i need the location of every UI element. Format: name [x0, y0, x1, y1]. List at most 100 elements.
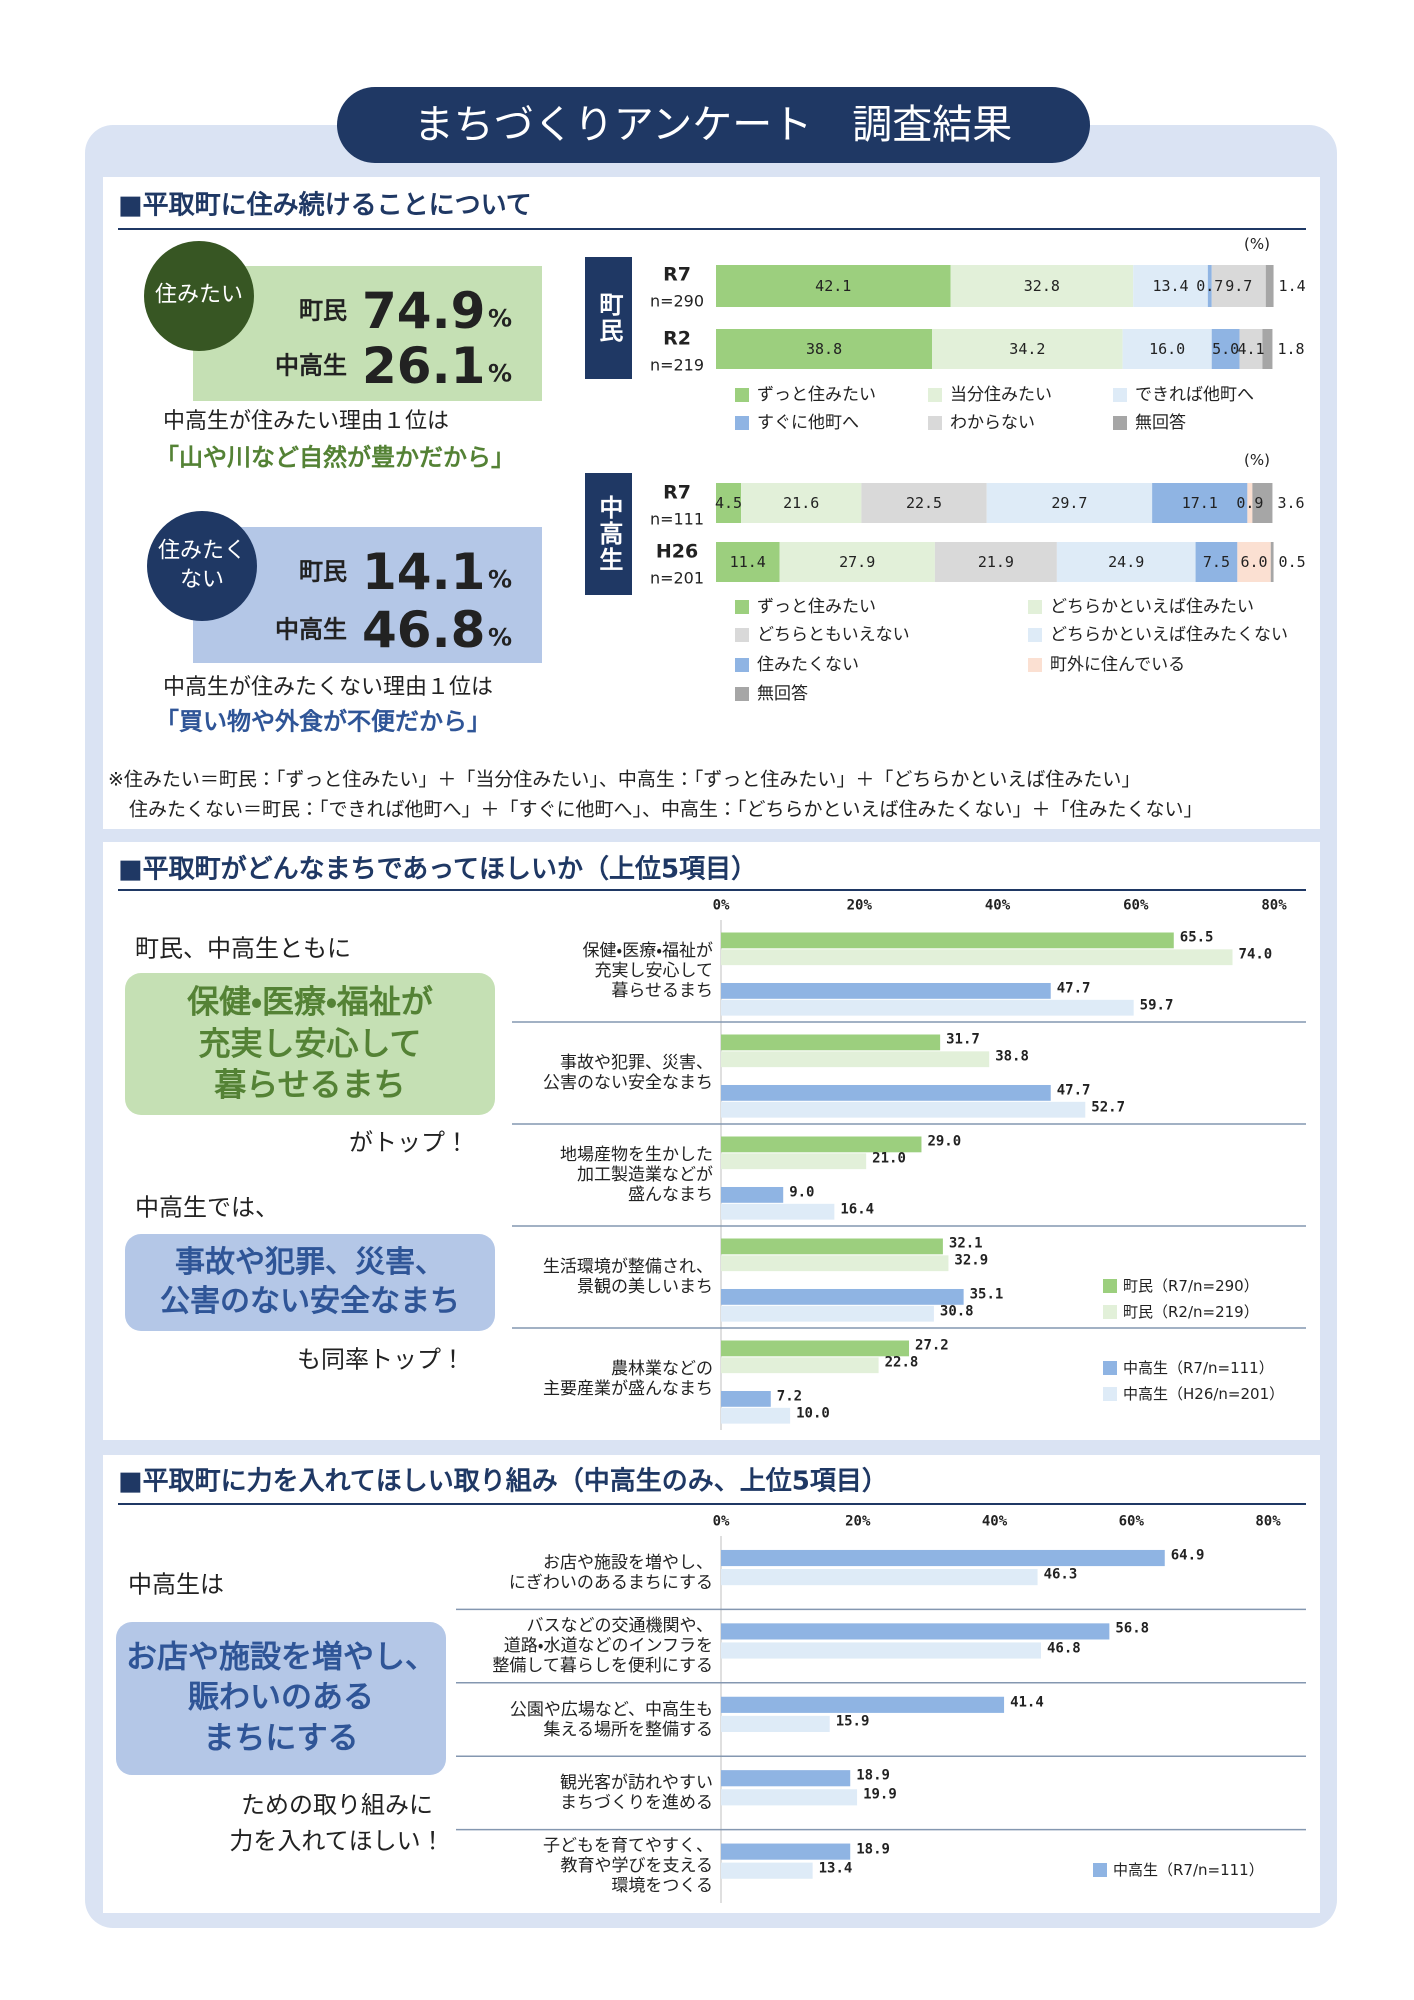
legend-swatch — [735, 388, 749, 402]
bar-segment — [716, 329, 933, 369]
section-heading: ■平取町がどんなまちであってほしいか（上位5項目） — [118, 854, 758, 885]
category-label: バスなどの交通機関や、 道路・水道などのインフラを 整備して暮らしを便利にする — [492, 1616, 713, 1677]
bar — [721, 1789, 858, 1806]
note: 住みたくない＝町民：「できれば他町へ」＋「すぐに他町へ」、中高生：「どちらかとい… — [129, 798, 1203, 821]
bar-segment — [1122, 329, 1212, 369]
x-tick-label: 0% — [712, 1513, 730, 1530]
callout-unit: % — [488, 359, 513, 388]
bar — [721, 932, 1174, 949]
section-card — [103, 842, 1320, 1440]
legend-label: どちらともいえない — [757, 624, 910, 645]
value-label: 11.4 — [729, 553, 766, 571]
tail-text: も同率トップ！ — [297, 1345, 465, 1374]
value-label: 47.7 — [1056, 1082, 1091, 1099]
value-label: 13.4 — [1152, 277, 1189, 295]
highlight-text: お店や施設を増やし、 賑わいのある まちにする — [126, 1639, 436, 1757]
bar-segment — [1237, 542, 1271, 582]
bar-segment — [934, 542, 1057, 582]
value-label: 9.0 — [789, 1184, 815, 1201]
value-label: 0.5 — [1278, 553, 1306, 571]
bar — [721, 1084, 1051, 1101]
category-label: 子どもを育てやすく、 教育や学びを支える 環境をつくる — [543, 1836, 713, 1897]
bar-segment — [716, 265, 951, 307]
bar-segment — [1211, 265, 1266, 307]
category-label: お店や施設を増やし、 にぎわいのあるまちにする — [508, 1552, 713, 1593]
note: ※住みたい＝町民：「ずっと住みたい」＋「当分住みたい」、中高生：「ずっと住みたい… — [108, 768, 1141, 791]
highlight-text: 保健・医療・福祉が 充実し安心して 暮らせるまち — [187, 982, 433, 1104]
bar-segment — [1252, 483, 1273, 523]
legend-label: どちらかといえば住みたい — [1050, 596, 1254, 617]
category-label: 事故や犯罪、災害、 公害のない安全なまち — [543, 1052, 713, 1093]
value-label: 1.4 — [1278, 277, 1306, 295]
x-tick-label: 40% — [981, 1513, 1008, 1530]
x-tick-label: 60% — [1118, 1513, 1144, 1530]
bar — [721, 1390, 771, 1407]
value-label: 21.9 — [977, 553, 1014, 571]
callout-value: 26.1 — [362, 337, 486, 395]
x-tick-label: 80% — [1255, 1513, 1281, 1530]
callout-label: 中高生 — [275, 351, 347, 380]
callout-value: 46.8 — [362, 601, 486, 659]
legend-swatch — [735, 628, 749, 642]
legend-swatch — [1103, 1305, 1117, 1319]
category-label: R7 — [663, 263, 691, 286]
legend-label: できれば他町へ — [1135, 384, 1254, 405]
bar — [721, 1255, 949, 1272]
legend-label: 中高生（R7/n=111） — [1113, 1861, 1264, 1879]
value-label: 5.0 — [1212, 340, 1240, 358]
bar-segment — [1152, 483, 1248, 523]
value-label: 16.0 — [1149, 340, 1186, 358]
lead-text: 中高生では、 — [135, 1193, 279, 1222]
value-label: 46.3 — [1043, 1566, 1078, 1583]
category-label: R7 — [663, 481, 691, 504]
callout-label: 町民 — [299, 557, 347, 586]
legend-swatch — [735, 658, 749, 672]
bar-segment — [1195, 542, 1238, 582]
unit-label: (%) — [1244, 451, 1270, 469]
bar — [721, 1642, 1041, 1659]
value-label: 18.9 — [856, 1767, 890, 1784]
highlight-box — [125, 973, 495, 1115]
value-label: 59.7 — [1139, 997, 1174, 1014]
reason: 「山や川など自然が豊かだから」 — [155, 443, 515, 472]
legend-swatch — [1028, 658, 1042, 672]
value-label: 64.9 — [1170, 1547, 1205, 1564]
value-label: 38.8 — [805, 340, 843, 358]
value-label: 0.9 — [1236, 494, 1264, 512]
bar-segment — [716, 483, 742, 523]
value-label: 4.5 — [714, 494, 743, 512]
value-label: 27.9 — [839, 553, 876, 571]
bar — [721, 1407, 791, 1424]
bar — [721, 1623, 1110, 1640]
bar — [721, 982, 1051, 999]
value-label: 35.1 — [969, 1286, 1004, 1303]
bar — [721, 1203, 835, 1220]
group-label-box — [585, 473, 632, 595]
value-label: 29.7 — [1051, 494, 1088, 512]
category-label: 保健・医療・福祉が 充実し安心して 暮らせるまち — [582, 940, 713, 1002]
value-label: 4.1 — [1237, 340, 1265, 358]
bar — [721, 1034, 941, 1051]
callout-unit: % — [488, 304, 513, 333]
bar — [721, 1153, 867, 1170]
legend-swatch — [928, 388, 942, 402]
legend-swatch — [1103, 1279, 1117, 1293]
category-label: 生活環境が整備され、 景観の美しいまち — [542, 1256, 713, 1297]
callout-value: 14.1 — [362, 543, 486, 601]
value-label: 3.6 — [1277, 494, 1305, 512]
x-tick-label: 20% — [846, 897, 872, 914]
value-label: 21.6 — [783, 494, 820, 512]
bar — [721, 1186, 784, 1203]
value-label: 22.8 — [884, 1354, 919, 1371]
value-label: 19.9 — [863, 1786, 897, 1803]
highlight-text: 事故や犯罪、災害、 公害のない安全なまち — [160, 1245, 460, 1319]
category-label: 公園や広場など、中高生も 集える場所を整備する — [509, 1699, 713, 1740]
legend-swatch — [1113, 388, 1127, 402]
bar — [721, 999, 1134, 1016]
category-label: 観光客が訪れやすい まちづくりを進める — [560, 1772, 713, 1813]
legend-swatch — [928, 416, 942, 430]
legend-label: どちらかといえば住みたくない — [1050, 624, 1288, 645]
x-tick-label: 60% — [1123, 897, 1149, 914]
bar-segment — [1247, 483, 1253, 523]
